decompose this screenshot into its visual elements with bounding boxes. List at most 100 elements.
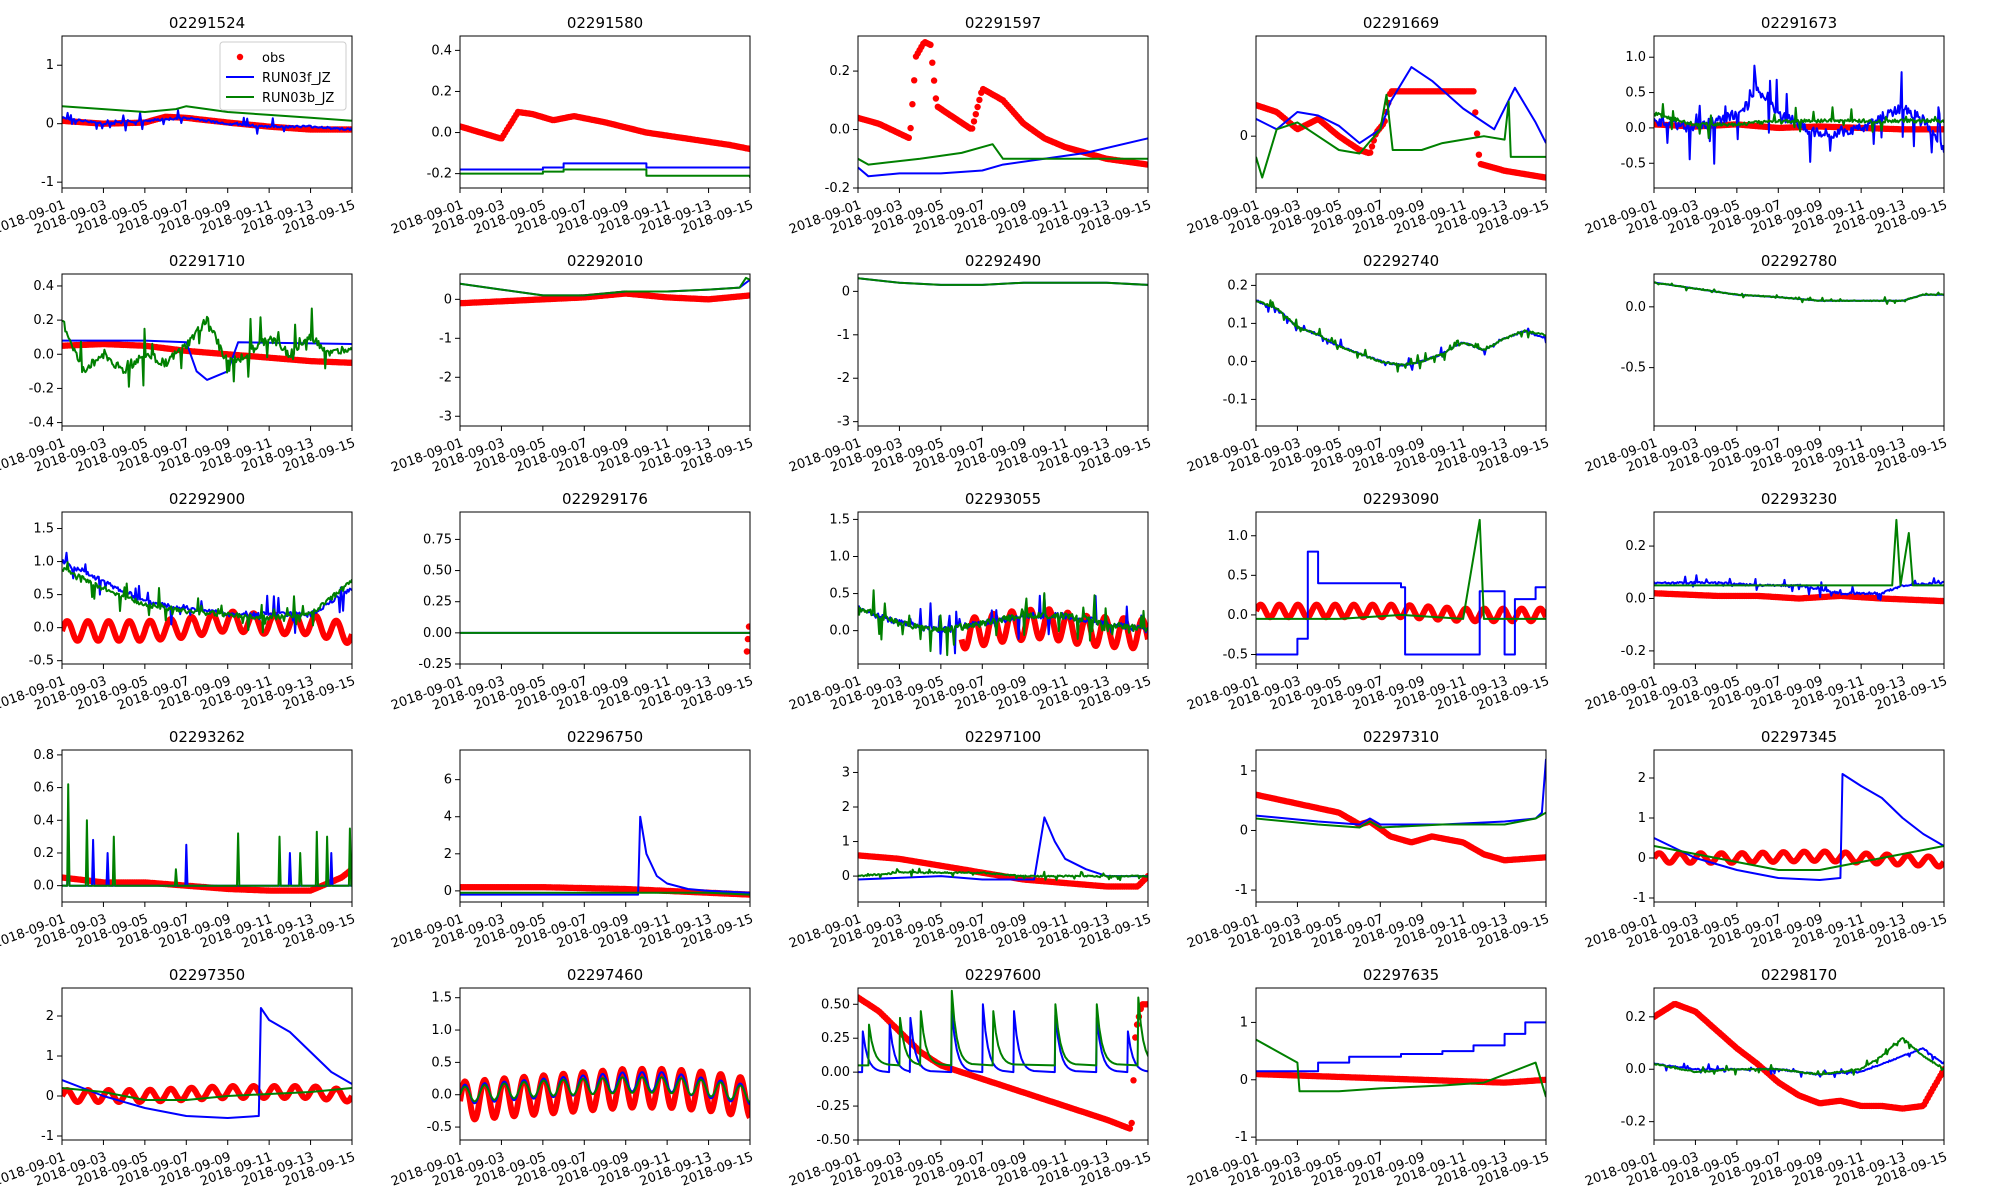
run03b-series bbox=[858, 989, 1148, 1067]
y-tick-label: 0.2 bbox=[431, 84, 452, 99]
y-tick-label: -0.25 bbox=[418, 657, 452, 672]
y-tick-label: 0 bbox=[842, 869, 850, 884]
run03b-series bbox=[460, 168, 750, 178]
y-tick-label: -1 bbox=[837, 328, 850, 343]
y-tick-label: 1.0 bbox=[33, 555, 54, 570]
subplot-title: 02292490 bbox=[965, 252, 1041, 270]
subplot-02292490: 02292490-3-2-102018-09-012018-09-032018-… bbox=[787, 252, 1153, 476]
y-tick-label: 0 bbox=[1240, 1073, 1248, 1088]
y-tick-label: 0.4 bbox=[33, 813, 54, 828]
run03f-series bbox=[858, 1003, 1148, 1074]
y-tick-label: 0.6 bbox=[33, 781, 54, 796]
y-tick-label: 0.0 bbox=[33, 347, 54, 362]
y-tick-label: 0.2 bbox=[1625, 1010, 1646, 1025]
axes-frame bbox=[857, 749, 1149, 903]
y-tick-label: -0.5 bbox=[1621, 361, 1646, 376]
obs-marker bbox=[969, 125, 976, 132]
y-tick-label: 0.0 bbox=[829, 624, 850, 639]
obs-marker bbox=[1542, 1076, 1546, 1083]
axes-frame bbox=[857, 987, 1149, 1141]
y-tick-label: -0.2 bbox=[825, 181, 850, 196]
y-tick-label: 0 bbox=[444, 884, 452, 899]
subplot-02296750: 0229675002462018-09-012018-09-032018-09-… bbox=[389, 728, 755, 952]
obs-marker bbox=[1144, 1001, 1148, 1008]
y-tick-label: 0.0 bbox=[1227, 608, 1248, 623]
y-tick-label: 3 bbox=[842, 765, 850, 780]
y-tick-label: 0.50 bbox=[821, 997, 850, 1012]
axes-frame bbox=[61, 273, 353, 427]
axes-frame bbox=[459, 35, 751, 189]
subplot-022929176: 022929176-0.250.000.250.500.752018-09-01… bbox=[389, 490, 755, 714]
y-tick-label: -2 bbox=[837, 371, 850, 386]
obs-series bbox=[62, 1083, 352, 1105]
subplot-02291673: 02291673-0.50.00.51.02018-09-012018-09-0… bbox=[1583, 14, 1949, 238]
axes-frame bbox=[459, 511, 751, 665]
y-tick-label: 0.0 bbox=[431, 1088, 452, 1103]
run03b-series bbox=[62, 561, 352, 634]
y-tick-label: 0 bbox=[46, 1089, 54, 1104]
plot-area bbox=[62, 551, 352, 646]
y-tick-label: 0.75 bbox=[423, 532, 452, 547]
run03b-series bbox=[1256, 811, 1546, 829]
obs-marker bbox=[1126, 1125, 1134, 1132]
subplot-02293262: 022932620.00.20.40.60.82018-09-012018-09… bbox=[0, 728, 357, 952]
y-tick-label: -0.2 bbox=[427, 167, 452, 182]
obs-marker bbox=[746, 292, 750, 299]
plot-area bbox=[1654, 1000, 1944, 1112]
subplot-02291669: 0229166902018-09-012018-09-032018-09-052… bbox=[1185, 14, 1551, 238]
run03f-series bbox=[1256, 299, 1546, 371]
y-tick-label: -0.2 bbox=[1621, 1115, 1646, 1130]
y-tick-label: 0.2 bbox=[33, 313, 54, 328]
obs-marker bbox=[1940, 597, 1944, 605]
obs-marker bbox=[905, 134, 912, 141]
legend-label: RUN03b_JZ bbox=[262, 91, 334, 106]
plot-area bbox=[62, 783, 352, 894]
y-tick-label: -0.50 bbox=[816, 1133, 850, 1148]
axes-frame bbox=[1255, 35, 1547, 189]
subplot-02291597: 02291597-0.20.00.22018-09-012018-09-0320… bbox=[787, 14, 1153, 238]
obs-marker bbox=[1542, 854, 1546, 861]
run03f-series bbox=[1654, 773, 1944, 881]
y-tick-label: 0.2 bbox=[33, 846, 54, 861]
y-tick-label: 0.2 bbox=[1625, 539, 1646, 554]
subplot-title: 02291580 bbox=[567, 14, 643, 32]
subplot-title: 02291597 bbox=[965, 14, 1041, 32]
plot-area bbox=[1654, 281, 1944, 305]
subplot-title: 02298170 bbox=[1761, 966, 1837, 984]
subplot-02293230: 02293230-0.20.00.22018-09-012018-09-0320… bbox=[1583, 490, 1949, 714]
obs-series bbox=[62, 608, 352, 646]
y-tick-label: 1.0 bbox=[431, 1023, 452, 1038]
subplot-title: 02291669 bbox=[1363, 14, 1439, 32]
plot-area bbox=[1654, 64, 1944, 165]
plot-area bbox=[1256, 758, 1546, 864]
y-tick-label: 0.2 bbox=[829, 64, 850, 79]
subplot-02291710: 02291710-0.4-0.20.00.20.42018-09-012018-… bbox=[0, 252, 357, 476]
plot-area bbox=[858, 277, 1148, 286]
y-tick-label: 0 bbox=[444, 292, 452, 307]
y-tick-label: 1.5 bbox=[829, 512, 850, 527]
obs-marker bbox=[1940, 126, 1944, 133]
plot-area bbox=[1256, 299, 1546, 373]
subplot-title: 02292740 bbox=[1363, 252, 1439, 270]
axes-frame bbox=[61, 987, 353, 1141]
y-tick-label: -0.5 bbox=[1621, 156, 1646, 171]
legend-box bbox=[219, 41, 347, 111]
subplot-02297100: 0229710001232018-09-012018-09-032018-09-… bbox=[787, 728, 1153, 952]
y-tick-label: 0.0 bbox=[33, 621, 54, 636]
run03f-series bbox=[858, 816, 1148, 881]
y-tick-label: 2 bbox=[842, 800, 850, 815]
plot-area bbox=[1654, 773, 1944, 881]
run03f-series bbox=[858, 137, 1148, 178]
axes-frame bbox=[1653, 273, 1945, 427]
run03b-series bbox=[858, 867, 1148, 882]
obs-marker bbox=[744, 635, 750, 643]
y-tick-label: 1.0 bbox=[1227, 529, 1248, 544]
y-tick-label: 1 bbox=[1240, 764, 1248, 779]
axes-frame bbox=[1255, 987, 1547, 1141]
y-tick-label: -0.2 bbox=[1621, 644, 1646, 659]
y-tick-label: 0.0 bbox=[1227, 354, 1248, 369]
run03b-series bbox=[460, 1076, 750, 1104]
axes-frame bbox=[459, 749, 751, 903]
y-tick-label: 1 bbox=[46, 1049, 54, 1064]
